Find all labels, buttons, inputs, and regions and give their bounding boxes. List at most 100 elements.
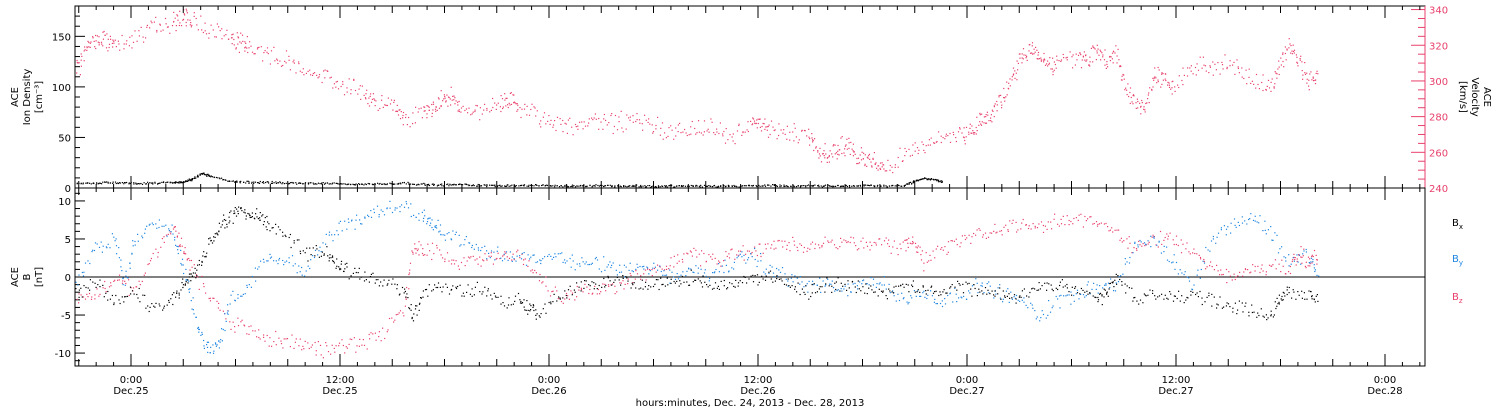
Bx-point xyxy=(1109,283,1111,285)
Bz-point xyxy=(122,280,124,282)
Bx-point xyxy=(1272,316,1274,318)
velocity-point xyxy=(1124,89,1126,91)
velocity-point xyxy=(318,76,320,78)
velocity-point xyxy=(346,87,348,89)
Bx-point xyxy=(284,234,286,236)
Bx-point xyxy=(506,307,508,309)
density-point xyxy=(295,182,297,184)
Bx-point xyxy=(789,286,791,288)
velocity-point xyxy=(432,101,434,103)
By-point xyxy=(481,246,483,249)
Bx-point xyxy=(1278,303,1280,305)
Bx-point xyxy=(414,308,417,310)
velocity-point xyxy=(864,164,866,167)
Bz-point xyxy=(172,228,175,230)
By-point xyxy=(203,345,205,347)
By-point xyxy=(569,257,571,260)
velocity-point xyxy=(179,10,181,12)
Bx-point xyxy=(533,305,535,307)
b-tick-label: 5 xyxy=(65,235,71,246)
Bx-point xyxy=(1041,285,1043,287)
Bz-point xyxy=(1296,258,1298,260)
velocity-point xyxy=(136,40,138,42)
velocity-point xyxy=(499,106,501,108)
velocity-point xyxy=(1118,59,1120,61)
Bz-point xyxy=(82,296,85,298)
Bx-point xyxy=(323,254,325,256)
velocity-point xyxy=(1003,97,1005,99)
density-point xyxy=(598,185,600,187)
By-point xyxy=(399,211,401,213)
Bz-point xyxy=(345,346,347,348)
By-point xyxy=(936,303,938,305)
By-point xyxy=(695,265,697,267)
velocity-point xyxy=(371,98,373,100)
density-point xyxy=(267,181,269,183)
velocity-point xyxy=(980,124,983,126)
Bx-point xyxy=(962,283,964,285)
Bz-point xyxy=(184,253,186,255)
By-point xyxy=(678,275,680,278)
By-point xyxy=(981,285,983,287)
Bz-point xyxy=(828,241,830,243)
Bx-point xyxy=(1046,289,1048,291)
Bx-point xyxy=(1062,286,1064,288)
Bz-point xyxy=(280,340,282,342)
velocity-point xyxy=(445,100,447,102)
density-point xyxy=(623,185,625,187)
By-point xyxy=(298,265,300,267)
density-point xyxy=(381,183,383,185)
velocity-point xyxy=(193,15,195,17)
By-point xyxy=(631,270,633,272)
Bz-point xyxy=(1138,240,1140,242)
By-point xyxy=(1262,230,1264,232)
velocity-point xyxy=(722,133,724,135)
By-point xyxy=(723,271,725,274)
Bx-point xyxy=(398,294,400,296)
Bz-point xyxy=(348,343,350,345)
velocity-point xyxy=(210,24,212,26)
By-point xyxy=(680,274,682,276)
Bx-point xyxy=(1288,292,1290,294)
Bx-point xyxy=(1317,300,1319,302)
velocity-tick-label: 260 xyxy=(1429,148,1448,159)
By-point xyxy=(278,257,281,260)
density-point xyxy=(161,181,163,183)
Bz-point xyxy=(964,238,967,241)
Bx-point xyxy=(403,292,405,294)
density-point xyxy=(669,184,671,187)
density-point xyxy=(319,183,321,185)
velocity-point xyxy=(450,86,452,88)
density-point xyxy=(195,177,197,179)
Bx-point xyxy=(229,220,231,222)
Bz-point xyxy=(875,244,877,246)
Bx-point xyxy=(788,285,790,287)
velocity-point xyxy=(649,123,651,125)
Bz-point xyxy=(1203,260,1205,263)
density-point xyxy=(620,186,622,188)
velocity-point xyxy=(358,88,360,90)
velocity-point xyxy=(848,137,850,139)
density-point xyxy=(275,181,277,183)
velocity-point xyxy=(1280,64,1282,66)
Bz-point xyxy=(748,250,750,252)
Bx-point xyxy=(866,293,868,295)
Bx-point xyxy=(355,271,357,274)
density-point xyxy=(864,184,867,186)
Bz-point xyxy=(793,240,795,242)
By-point xyxy=(801,281,803,283)
velocity-point xyxy=(379,107,381,110)
velocity-point xyxy=(1154,76,1156,78)
velocity-point xyxy=(131,35,133,37)
velocity-point xyxy=(778,123,780,125)
density-point xyxy=(751,185,753,187)
Bx-point xyxy=(645,281,647,283)
Bz-point xyxy=(966,237,968,239)
Bz-point xyxy=(193,264,195,266)
By-point xyxy=(328,234,330,236)
density-point xyxy=(121,182,123,184)
velocity-point xyxy=(111,42,113,44)
By-point xyxy=(486,258,488,260)
Bz-point xyxy=(888,239,890,241)
Bz-point xyxy=(229,321,231,323)
